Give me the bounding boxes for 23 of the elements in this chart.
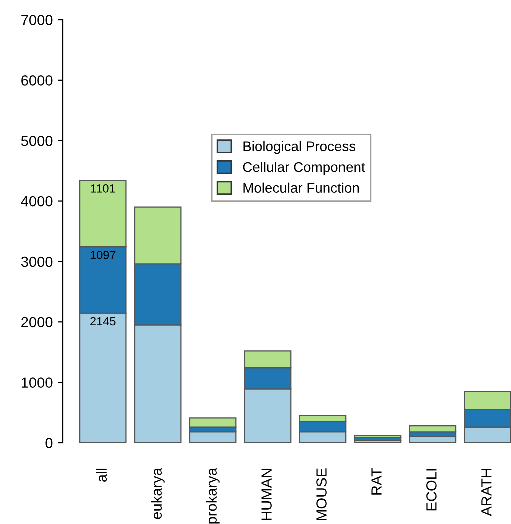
data-label: 1101: [91, 184, 116, 193]
bar: [189, 432, 237, 443]
y-tick-label: 2000: [22, 317, 53, 328]
x-tick-label: HUMAN: [262, 469, 272, 520]
data-label: 1097: [90, 251, 116, 260]
x-tick-label: ARATH: [482, 469, 492, 516]
y-tick-label: 7000: [22, 15, 53, 26]
x-tick-label: RAT: [372, 468, 382, 495]
y-tick-label: 6000: [22, 76, 53, 86]
legend-label: Cellular Component: [243, 162, 366, 175]
y-tick-label: 1000: [22, 378, 53, 388]
x-tick-label: MOUSE: [316, 468, 327, 520]
x-tick-label: eukarya: [151, 468, 165, 520]
x-tick-label: prokarya: [206, 468, 220, 524]
y-tick-label: 4000: [21, 196, 53, 207]
data-label: 2145: [90, 317, 116, 326]
legend-label: Molecular Function: [244, 182, 360, 194]
y-tick-label: 5000: [21, 136, 53, 146]
y-tick-label: 3000: [21, 256, 53, 268]
x-tick-label: all: [96, 468, 108, 482]
y-tick-label: 0: [46, 438, 53, 448]
x-tick-label: ECOLI: [426, 469, 437, 511]
legend-label: Biological Process: [244, 141, 356, 154]
